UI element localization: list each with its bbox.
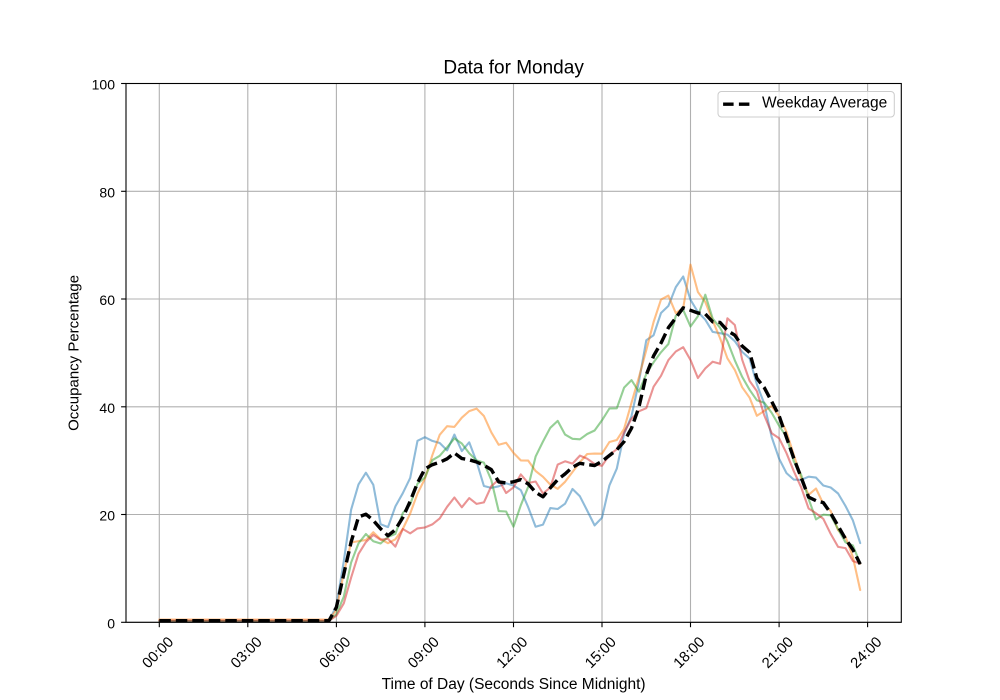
svg-text:Data for Monday: Data for Monday [443,58,584,79]
svg-text:Occupancy Percentage: Occupancy Percentage [66,275,83,431]
svg-text:80: 80 [99,184,115,200]
svg-text:Weekday Average: Weekday Average [762,94,887,111]
svg-text:Time of Day (Seconds Since Mid: Time of Day (Seconds Since Midnight) [382,676,646,693]
svg-text:40: 40 [99,400,115,416]
svg-text:100: 100 [92,77,116,93]
svg-text:20: 20 [99,508,115,524]
svg-text:60: 60 [99,292,115,308]
svg-text:0: 0 [107,615,115,631]
